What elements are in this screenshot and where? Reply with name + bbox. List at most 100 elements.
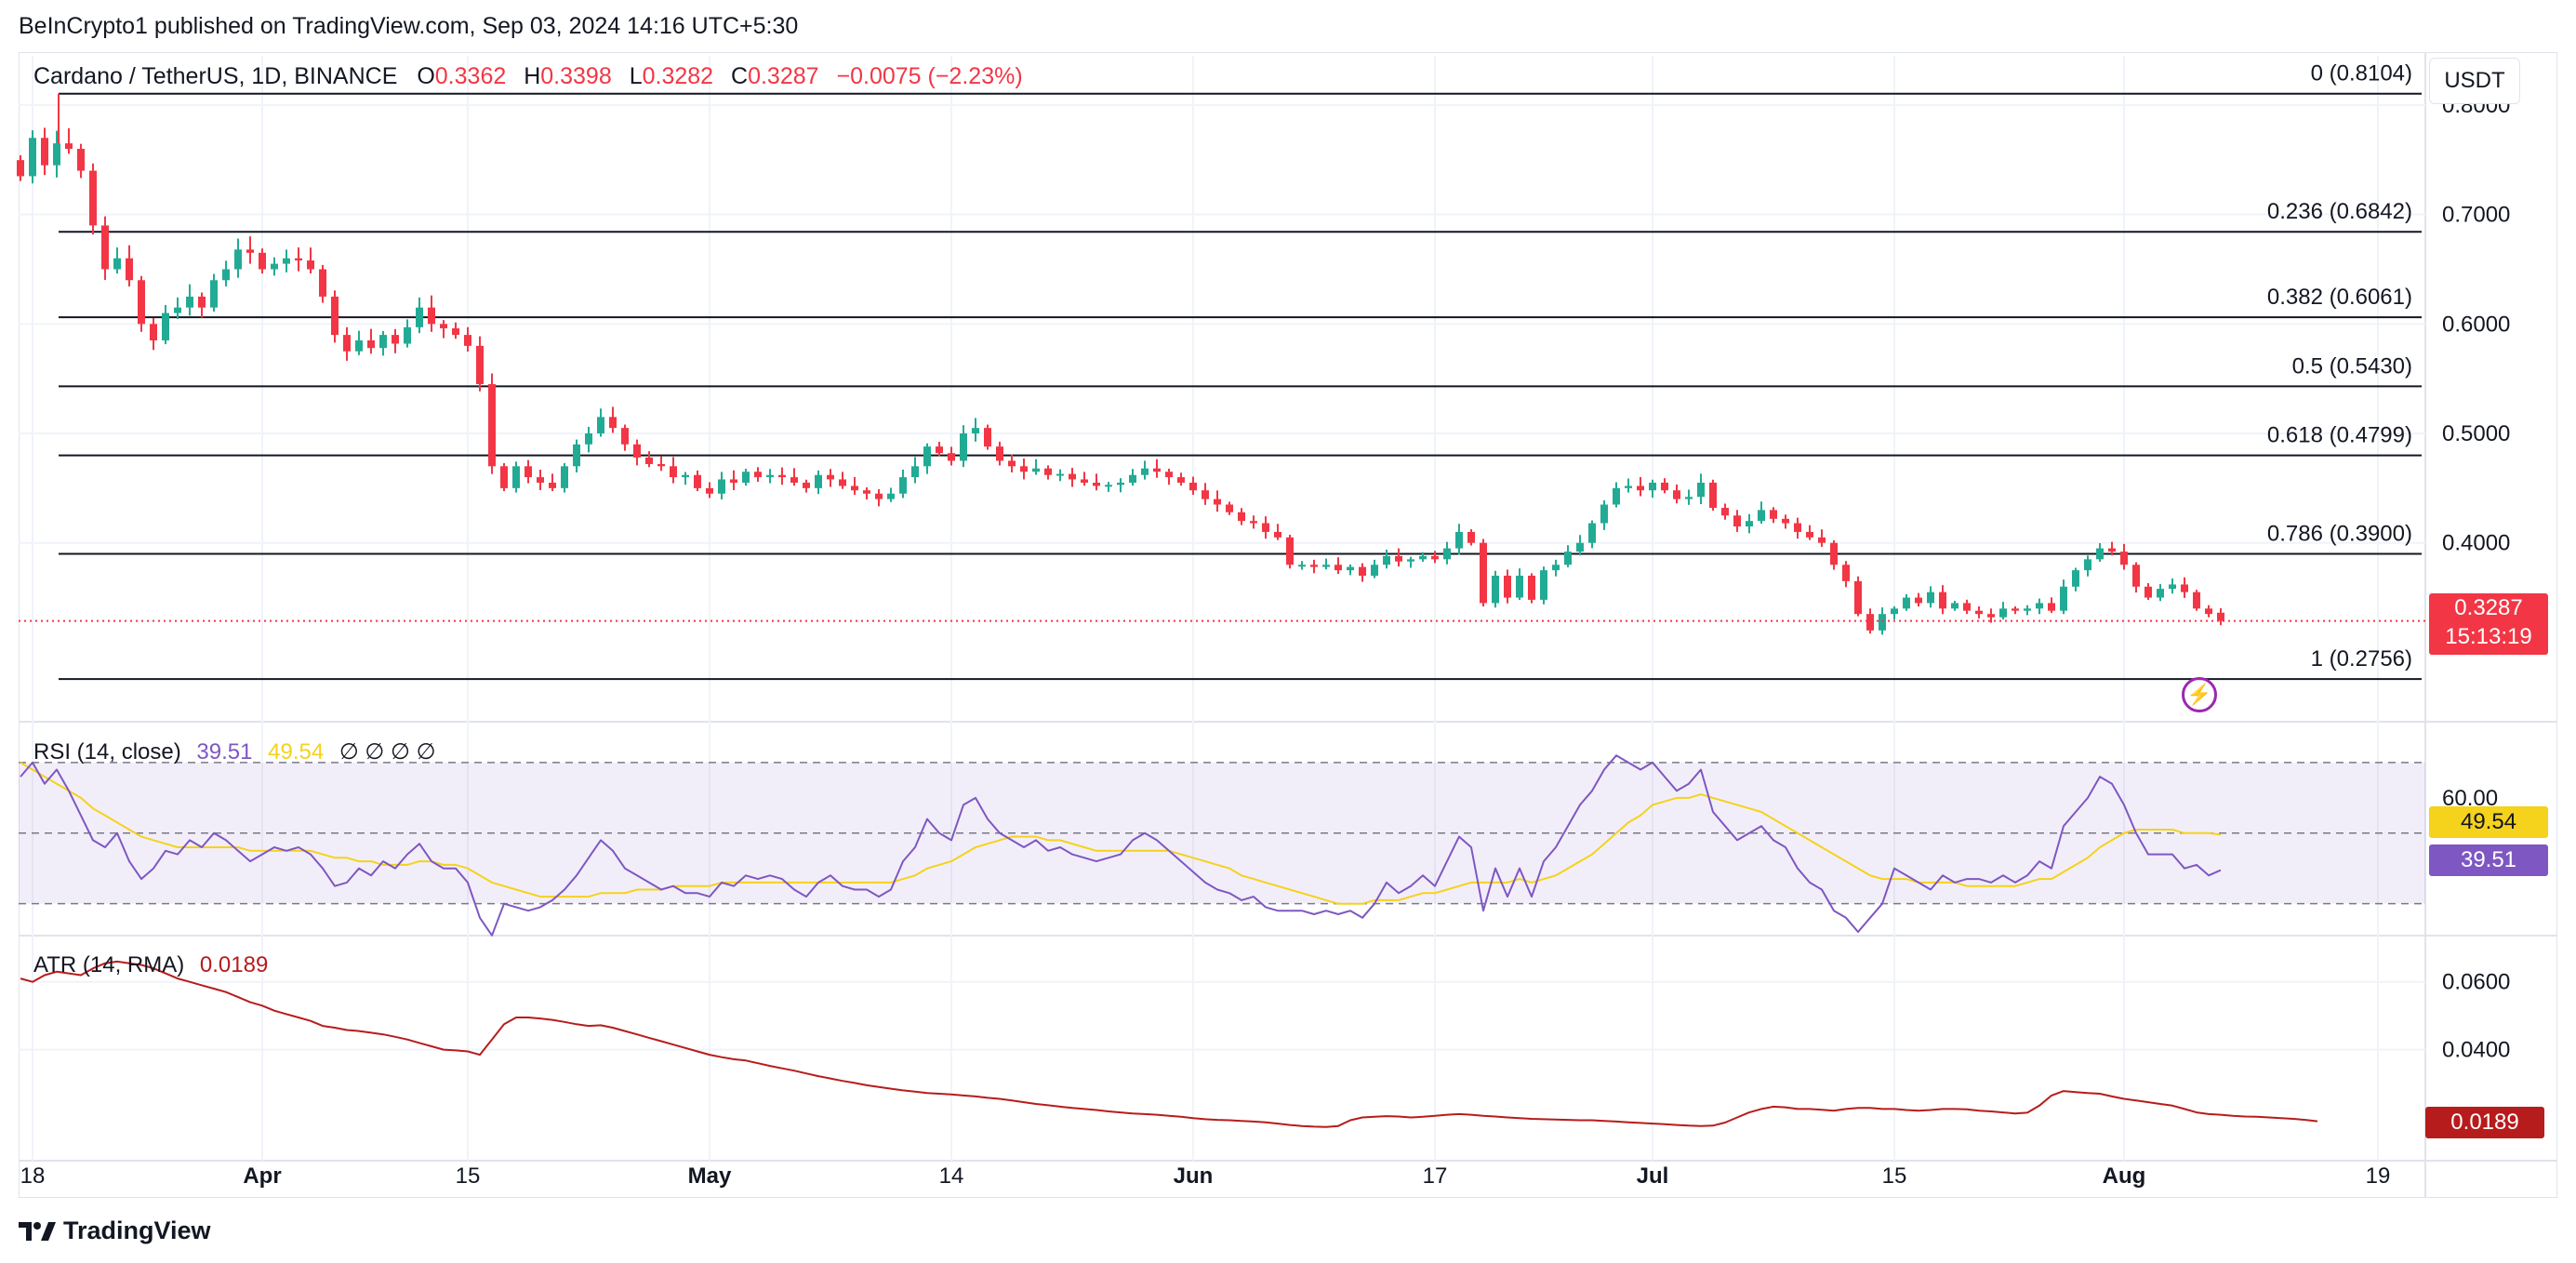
atr-legend: ATR (14, RMA) 0.0189: [33, 952, 268, 978]
x-axis-tick-label: 14: [939, 1163, 964, 1189]
candle-body: [1359, 566, 1366, 577]
candle-body: [1081, 479, 1088, 483]
candle-body: [766, 474, 774, 478]
price-axis-tick-label: 0.6000: [2442, 312, 2510, 337]
candle-body: [162, 312, 169, 340]
symbol-title[interactable]: Cardano / TetherUS, 1D, BINANCE: [33, 63, 398, 89]
candle-body: [1842, 565, 1850, 581]
candle-body: [440, 324, 447, 329]
candle-body: [851, 485, 858, 491]
candle-body: [1334, 565, 1342, 571]
ohlc-legend: Cardano / TetherUS, 1D, BINANCE O0.3362 …: [33, 63, 1034, 90]
candle-body: [1999, 608, 2007, 618]
last-price-tag: 0.3287 15:13:19: [2429, 593, 2548, 655]
candle-body: [561, 466, 568, 488]
candle-body: [1202, 490, 1209, 499]
candle-body: [1165, 472, 1173, 478]
candle-body: [742, 472, 750, 483]
candle-body: [2060, 586, 2067, 611]
fib-level-label: 0.236 (0.6842): [2267, 199, 2412, 224]
candle-body: [1008, 460, 1016, 467]
candle-body: [355, 339, 363, 352]
candle-body: [126, 258, 133, 281]
candle-body: [1746, 521, 1753, 527]
candle-body: [803, 482, 810, 488]
candle-body: [694, 474, 701, 488]
candle-body: [404, 326, 411, 344]
tradingview-logo-icon: [19, 1221, 56, 1241]
candle-body: [246, 249, 254, 253]
candle-body: [1588, 523, 1596, 543]
candle-body: [150, 324, 157, 340]
candle-body: [1721, 508, 1729, 516]
currency-button[interactable]: USDT: [2429, 58, 2520, 104]
low-value: 0.3282: [642, 63, 714, 89]
candle-body: [2181, 584, 2188, 592]
candle-body: [1709, 482, 1717, 509]
rsi-ma-tag: 49.54: [2429, 806, 2548, 838]
fib-level-label: 0.618 (0.4799): [2267, 423, 2412, 448]
candle-body: [186, 296, 193, 308]
candle-body: [1685, 497, 1693, 499]
candle-body: [379, 335, 387, 349]
candle-body: [1322, 565, 1330, 567]
candle-body: [1056, 473, 1064, 476]
candle-body: [1649, 482, 1656, 491]
candle-body: [89, 170, 97, 226]
candle-body: [295, 258, 302, 261]
rsi-ma-value: 49.54: [268, 739, 325, 764]
candle-body: [1310, 565, 1318, 567]
candle-body: [657, 463, 665, 467]
candle-body: [1504, 576, 1511, 598]
candle-body: [1540, 570, 1547, 600]
bar-countdown: 15:13:19: [2445, 624, 2532, 649]
candle-body: [1915, 597, 1922, 604]
candle-body: [1987, 614, 1995, 618]
candle-body: [621, 428, 629, 445]
candle-body: [1093, 482, 1100, 486]
candle-body: [863, 490, 870, 494]
candle-body: [537, 477, 544, 483]
candle-body: [500, 466, 508, 488]
x-axis-tick-label: 15: [456, 1163, 481, 1189]
rsi-band: [19, 762, 2425, 905]
candle-body: [2024, 608, 2031, 611]
lightning-icon[interactable]: ⚡: [2182, 677, 2217, 712]
candle-body: [222, 269, 230, 281]
candle-body: [1564, 552, 1572, 565]
candle-body: [488, 384, 496, 467]
close-value: 0.3287: [748, 63, 819, 89]
atr-value: 0.0189: [199, 952, 269, 977]
candle-body: [1600, 504, 1608, 524]
candle-body: [319, 269, 326, 297]
candle-body: [2096, 548, 2104, 560]
x-axis-tick-label: 18: [20, 1163, 46, 1189]
candle-body: [875, 493, 883, 499]
candle-body: [2157, 589, 2164, 598]
atr-title[interactable]: ATR (14, RMA): [33, 952, 185, 977]
candle-body: [754, 472, 762, 478]
candle-body: [839, 479, 846, 486]
candle-body: [1189, 482, 1197, 491]
rsi-empty-values: ∅ ∅ ∅ ∅: [339, 739, 436, 764]
candle-body: [645, 457, 653, 464]
rsi-title[interactable]: RSI (14, close): [33, 739, 181, 764]
candle-body: [984, 428, 991, 447]
candle-body: [1806, 531, 1813, 538]
x-axis-tick-label: May: [688, 1163, 732, 1189]
low-label: L: [629, 63, 643, 89]
tradingview-logo[interactable]: TradingView: [19, 1216, 211, 1245]
fib-level-label: 0.5 (0.5430): [2292, 353, 2412, 379]
high-label: H: [524, 63, 541, 89]
candle-body: [706, 487, 713, 494]
change-value: −0.0075 (−2.23%): [836, 63, 1023, 89]
fibonacci-retracement[interactable]: 0 (0.8104) 0.236 (0.6842) 0.382 (0.6061) 0.…: [58, 61, 2422, 681]
candle-body: [2048, 603, 2055, 611]
candle-body: [1697, 482, 1705, 498]
candle-body: [198, 296, 206, 308]
candle-body: [778, 474, 786, 478]
rsi-value-tag: 39.51: [2429, 844, 2548, 876]
candle-body: [2144, 586, 2152, 598]
price-axis-tick-label: 0.7000: [2442, 203, 2510, 228]
